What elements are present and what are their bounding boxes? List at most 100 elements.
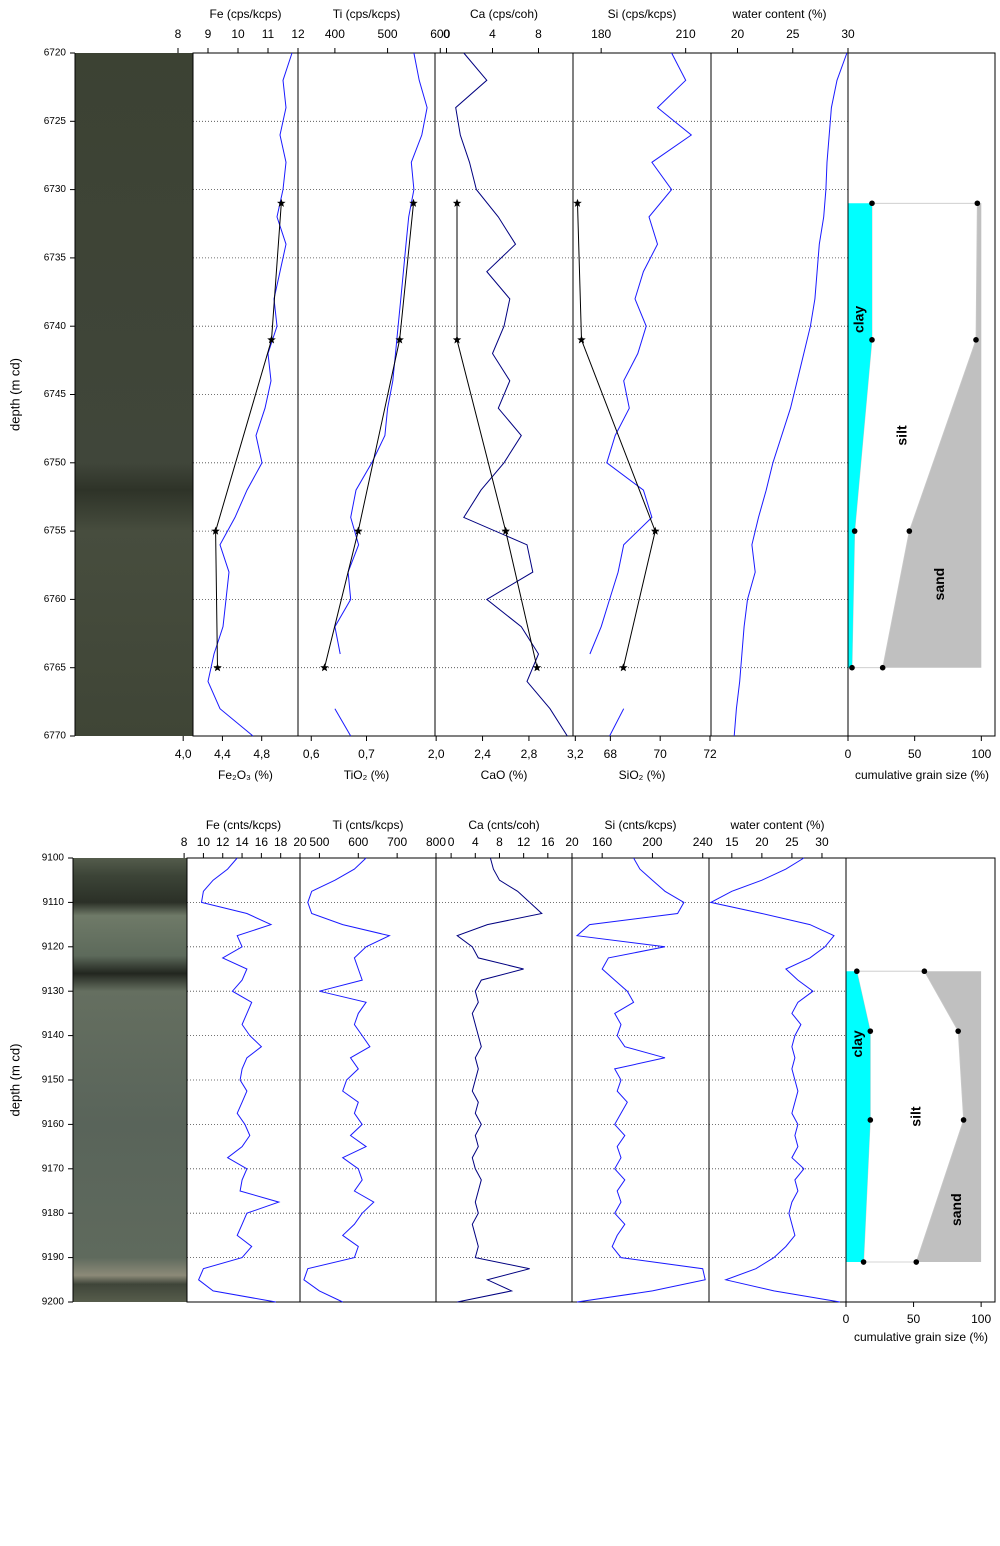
oxide-tick-label: 70 [654, 747, 668, 761]
x-axis-label: water content (%) [729, 818, 824, 832]
y-tick-label: 6760 [44, 594, 67, 605]
x-axis-label: Si (cnts/kcps) [604, 818, 676, 832]
grain-point [867, 1028, 874, 1034]
x-tick-label: 25 [785, 835, 799, 849]
x-tick-label: 20 [565, 835, 579, 849]
oxide-tick-label: 2,8 [521, 747, 538, 761]
x-tick-label: 25 [786, 27, 800, 41]
grain-class-label: sand [931, 568, 947, 601]
x-tick-label: 8 [175, 27, 182, 41]
y-tick-label: 6735 [44, 253, 67, 264]
y-tick-label: 6730 [44, 184, 67, 195]
panel-frame [435, 857, 573, 1303]
panel-frame [708, 857, 847, 1303]
data-line [733, 52, 848, 737]
grain-point [879, 664, 886, 671]
x-tick-label: 16 [541, 835, 555, 849]
y-tick-label: 6725 [44, 116, 67, 127]
y-tick-label: 9100 [42, 853, 65, 864]
grain-point [851, 528, 858, 534]
y-tick-label: 6740 [44, 321, 67, 332]
oxide-point [211, 526, 220, 535]
data-line [207, 52, 293, 737]
oxide-point [619, 663, 628, 672]
oxide-tick-label: 68 [604, 747, 618, 761]
y-tick-label: 6745 [44, 389, 67, 400]
oxide-point [501, 526, 510, 535]
oxide-point [213, 663, 222, 672]
grain-point [921, 968, 928, 975]
grain-class-label: silt [908, 1106, 924, 1127]
data-line [303, 857, 391, 1303]
y-axis-label: depth (m cd) [7, 358, 22, 431]
x-tick-label: 10 [197, 835, 211, 849]
x-tick-label: 12 [216, 835, 230, 849]
x-axis-label: Ca (cnts/coh) [468, 818, 539, 832]
panel-frame [572, 52, 712, 737]
oxide-point [650, 526, 660, 535]
oxide-axis-label: SiO₂ (%) [619, 768, 666, 782]
grain-point [906, 528, 913, 534]
oxide-tick-label: 0,6 [303, 747, 320, 761]
grain-class-label: silt [894, 425, 910, 446]
data-line [709, 857, 841, 1303]
grain-point [973, 337, 979, 343]
x-tick-label: 500 [309, 835, 329, 849]
x-tick-label: 20 [731, 27, 745, 41]
oxide-point [277, 198, 286, 207]
grain-point [869, 200, 875, 207]
x-tick-label: 11 [262, 27, 275, 41]
grain-tick-label: 50 [908, 747, 922, 761]
panel-frame [847, 52, 996, 737]
oxide-point [452, 335, 462, 344]
x-tick-label: 15 [725, 835, 739, 849]
grain-axis-label: cumulative grain size (%) [854, 1330, 988, 1344]
grain-area [848, 203, 872, 668]
x-tick-label: 200 [642, 835, 662, 849]
grain-tick-label: 0 [845, 747, 852, 761]
x-tick-label: 18 [274, 835, 288, 849]
x-tick-label: 0 [443, 27, 450, 41]
oxide-tick-label: 4,0 [175, 747, 192, 761]
x-tick-label: 12 [517, 835, 531, 849]
oxide-tick-label: 72 [703, 747, 717, 761]
y-tick-label: 6755 [44, 526, 67, 537]
y-tick-label: 9200 [42, 1297, 65, 1308]
grain-area [916, 971, 982, 1262]
grain-area [846, 971, 871, 1262]
y-axis-label: depth (m cd) [7, 1044, 22, 1117]
data-line [575, 857, 706, 1303]
panel-frame [845, 857, 996, 1303]
oxide-line [324, 203, 414, 668]
grain-tick-label: 0 [843, 1312, 850, 1326]
oxide-line [456, 203, 538, 668]
x-tick-label: 8 [535, 27, 542, 41]
oxide-tick-label: 4,4 [214, 747, 231, 761]
x-tick-label: 600 [430, 27, 450, 41]
x-axis-label: Ca (cps/coh) [470, 7, 538, 21]
grain-point [960, 1117, 967, 1123]
oxide-line [215, 203, 282, 668]
data-line [334, 52, 428, 737]
oxide-line [577, 203, 656, 668]
y-tick-label: 9180 [42, 1208, 65, 1219]
x-tick-label: 600 [348, 835, 368, 849]
x-axis-label: Ti (cps/kcps) [333, 7, 401, 21]
x-tick-label: 700 [387, 835, 407, 849]
x-axis-label: Fe (cps/kcps) [209, 7, 281, 21]
y-tick-label: 9120 [42, 941, 65, 952]
x-tick-label: 8 [496, 835, 503, 849]
oxide-point [452, 198, 462, 207]
x-tick-label: 12 [291, 27, 305, 41]
x-tick-label: 4 [489, 27, 496, 41]
x-tick-label: 14 [235, 835, 249, 849]
y-tick-label: 6765 [44, 662, 67, 673]
y-tick-label: 6770 [44, 731, 67, 742]
y-tick-label: 9160 [42, 1119, 65, 1130]
x-tick-label: 9 [205, 27, 212, 41]
oxide-point [353, 526, 363, 535]
y-tick-label: 6750 [44, 457, 67, 468]
core-image [73, 858, 187, 1302]
